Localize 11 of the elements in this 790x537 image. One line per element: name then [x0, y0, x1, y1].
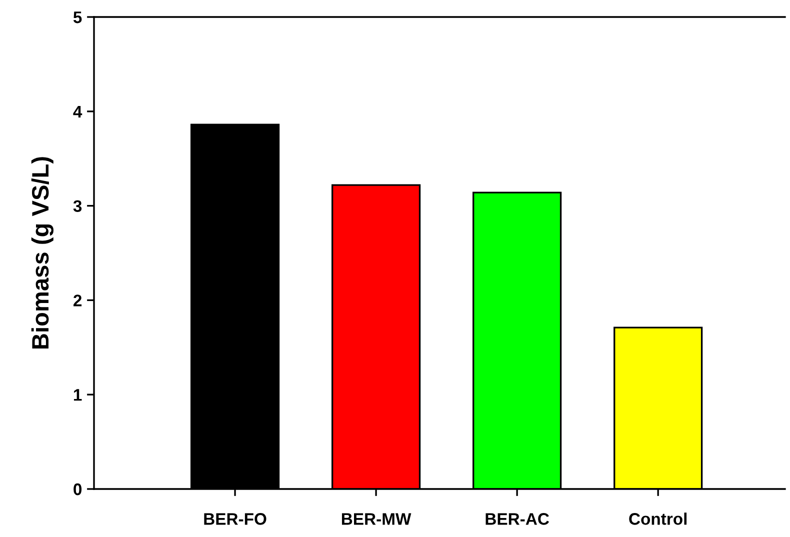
- y-tick-label: 1: [74, 389, 82, 401]
- y-tick-label: 2: [74, 294, 82, 306]
- y-tick-label: 5: [73, 12, 82, 24]
- y-tick-label: 3: [73, 200, 82, 212]
- x-tick-label: BER-MW: [342, 513, 412, 525]
- y-tick-label: 4: [73, 106, 82, 118]
- y-tick-label: 0: [74, 483, 82, 496]
- x-tick-label: Control: [629, 512, 687, 525]
- x-tick-label: BER-AC: [486, 513, 550, 525]
- y-axis-title: Biomass (g VS/L): [31, 157, 54, 348]
- x-tick-label: BER-FO: [204, 513, 266, 525]
